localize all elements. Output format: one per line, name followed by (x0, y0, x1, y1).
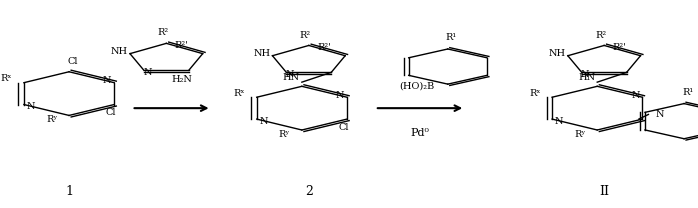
Text: HN: HN (283, 73, 300, 83)
Text: R¹: R¹ (682, 88, 693, 97)
Text: N: N (631, 91, 639, 100)
Text: 1: 1 (65, 185, 73, 198)
Text: Rʸ: Rʸ (574, 130, 586, 139)
Text: NH: NH (549, 49, 566, 58)
Text: Rʸ: Rʸ (279, 130, 290, 139)
Text: N: N (336, 91, 344, 100)
Text: Rʸ: Rʸ (46, 115, 57, 124)
Text: N: N (143, 68, 151, 77)
Text: R²': R²' (175, 41, 188, 50)
Text: R²': R²' (613, 43, 627, 52)
Text: Pd⁰: Pd⁰ (410, 128, 429, 138)
Text: Rˣ: Rˣ (529, 89, 540, 98)
Text: R²': R²' (318, 43, 332, 52)
Text: Cl: Cl (105, 108, 116, 117)
Text: R²: R² (595, 31, 607, 40)
Text: Cl: Cl (339, 123, 349, 132)
Text: N: N (581, 70, 589, 79)
Text: N: N (555, 117, 563, 126)
Text: N: N (103, 76, 112, 85)
Text: N: N (285, 70, 294, 79)
Text: R¹: R¹ (445, 33, 457, 42)
Text: N: N (655, 110, 664, 119)
Text: R²: R² (157, 28, 168, 37)
Text: 2: 2 (305, 185, 313, 198)
Text: Cl: Cl (67, 57, 77, 66)
Text: (HO)₂B: (HO)₂B (399, 82, 434, 91)
Text: HN: HN (578, 73, 595, 83)
Text: NH: NH (253, 49, 271, 58)
Text: H₂N: H₂N (172, 75, 192, 84)
Text: NH: NH (111, 47, 128, 56)
Text: R²: R² (299, 31, 311, 40)
Text: N: N (27, 102, 35, 111)
Text: N: N (260, 117, 268, 126)
Text: II: II (599, 185, 609, 198)
Text: Rˣ: Rˣ (1, 74, 13, 83)
Text: Rˣ: Rˣ (234, 89, 245, 98)
